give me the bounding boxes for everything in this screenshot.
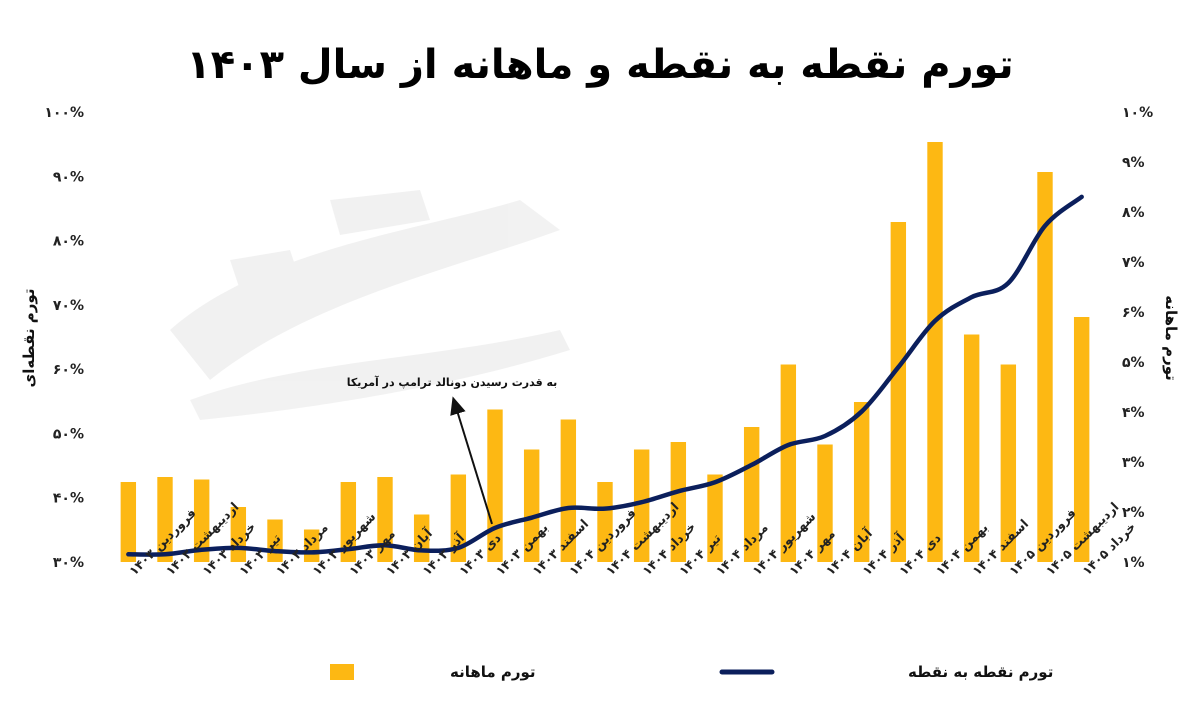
bar: [707, 474, 723, 562]
bar: [633, 449, 650, 562]
annotation: به قدرت رسیدن دونالد ترامپ در آمریکا: [347, 375, 558, 525]
right-tick-label: ۵%: [1122, 355, 1145, 371]
right-axis-title: تورم ماهانه: [1162, 295, 1180, 381]
bar: [597, 482, 613, 562]
annotation-arrow: [450, 396, 493, 525]
right-tick-label: ۹%: [1122, 155, 1145, 171]
left-axis-ticks: ۳۰% ۴۰% ۵۰% ۶۰% ۷۰% ۸۰% ۹۰% ۱۰۰%: [44, 105, 84, 571]
legend-label-point-to-point: تورم نقطه به نقطه: [908, 663, 1053, 681]
chart-title: تورم نقطه به نقطه و ماهانه از سال ۱۴۰۳: [186, 42, 1013, 88]
bar: [560, 419, 577, 562]
bar: [377, 477, 393, 562]
bar: [780, 364, 797, 562]
bar: [927, 142, 943, 562]
bar: [157, 477, 173, 562]
bar: [890, 222, 907, 562]
left-axis-title: تورم نقطه‌ای: [20, 289, 38, 388]
right-tick-label: ۳%: [1122, 455, 1145, 471]
left-tick-label: ۱۰۰%: [44, 105, 84, 121]
right-tick-label: ۱%: [1122, 555, 1145, 571]
bar: [450, 474, 467, 562]
bar: [1000, 364, 1017, 562]
legend-label-monthly: تورم ماهانه: [450, 663, 536, 681]
right-tick-label: ۷%: [1122, 255, 1145, 271]
bar: [1073, 317, 1090, 562]
bar: [817, 444, 833, 562]
left-tick-label: ۷۰%: [53, 298, 84, 314]
right-tick-label: ۶%: [1122, 305, 1145, 321]
monthly-bars: [120, 142, 1090, 562]
legend-swatch-bar: [330, 664, 354, 680]
right-tick-label: ۴%: [1122, 405, 1145, 421]
left-tick-label: ۴۰%: [53, 491, 84, 507]
right-axis-ticks: ۱% ۲% ۳% ۴% ۵% ۶% ۷% ۸% ۹% ۱۰%: [1122, 105, 1153, 571]
bar: [670, 442, 687, 562]
left-tick-label: ۵۰%: [53, 426, 84, 442]
left-tick-label: ۶۰%: [53, 362, 84, 378]
bar: [120, 482, 137, 562]
bar: [853, 402, 870, 562]
left-tick-label: ۸۰%: [53, 234, 84, 250]
right-tick-label: ۱۰%: [1122, 105, 1153, 121]
bar: [963, 334, 980, 562]
left-tick-label: ۳۰%: [53, 555, 84, 571]
bar: [1037, 172, 1053, 562]
point-to-point-line-group: [126, 194, 1084, 557]
point-to-point-line: [126, 194, 1084, 557]
watermark-logo: [170, 190, 570, 420]
right-tick-label: ۲%: [1122, 505, 1145, 521]
bar: [340, 482, 357, 562]
left-tick-label: ۹۰%: [53, 169, 84, 185]
bar: [523, 449, 540, 562]
annotation-text: به قدرت رسیدن دونالد ترامپ در آمریکا: [347, 375, 558, 389]
bar: [193, 479, 210, 562]
legend: تورم ماهانه تورم نقطه به نقطه: [330, 663, 1053, 681]
right-tick-label: ۸%: [1122, 205, 1145, 221]
